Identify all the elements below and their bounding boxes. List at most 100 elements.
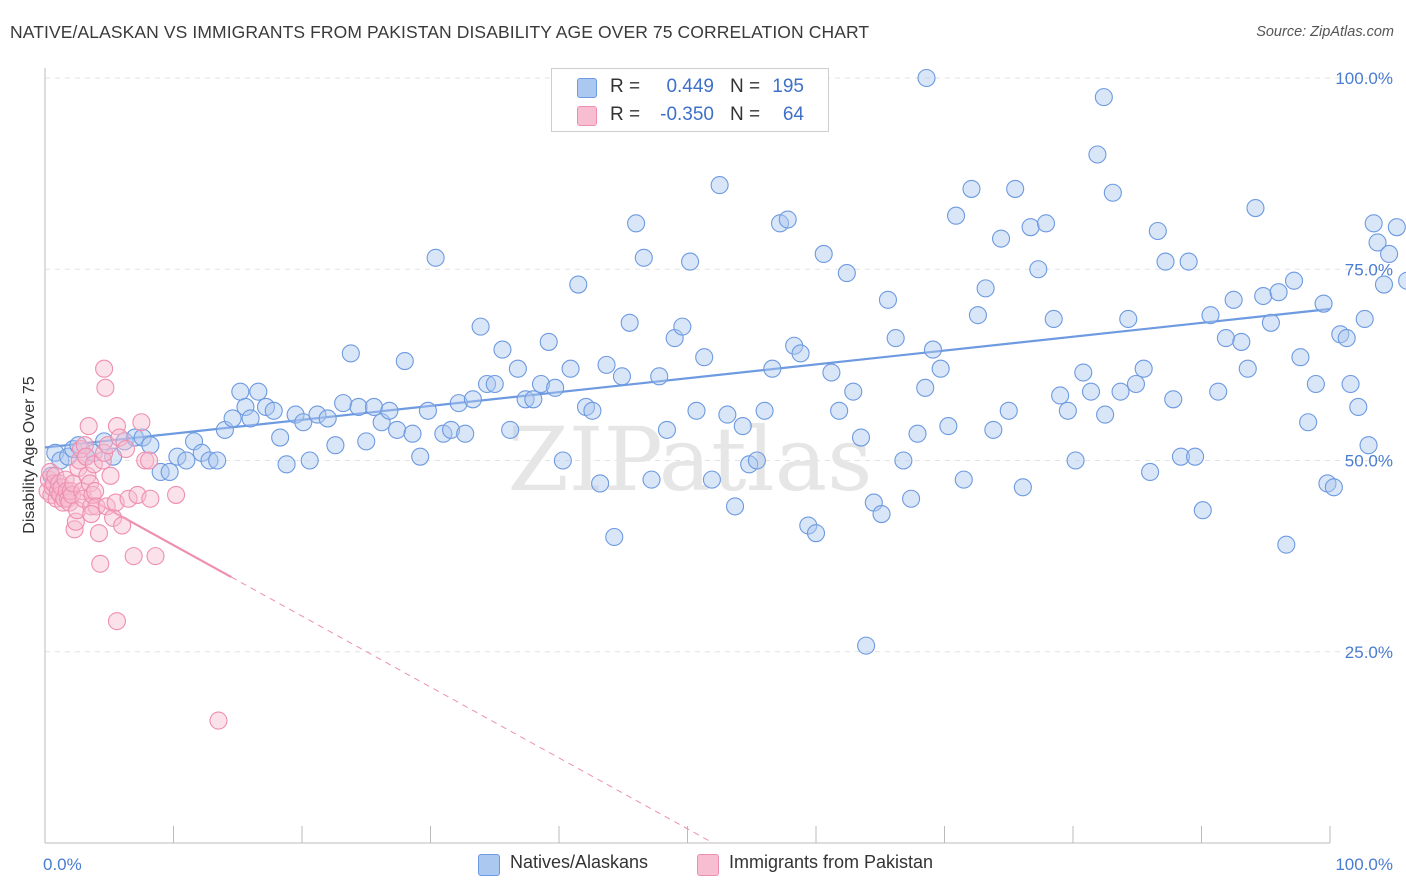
point-natives	[1081, 382, 1101, 401]
point-natives	[1156, 252, 1175, 271]
point-natives	[591, 474, 610, 493]
point-pakistan	[107, 612, 127, 631]
point-natives	[886, 329, 905, 348]
legend-r-value: -0.350	[660, 104, 714, 125]
bottom-legend-swatch-pakistan	[697, 854, 719, 876]
point-natives	[364, 397, 384, 417]
trend-line-pakistan-extension	[231, 576, 714, 844]
point-natives	[349, 397, 368, 417]
point-natives	[1337, 329, 1356, 348]
point-natives	[954, 470, 973, 489]
point-natives	[192, 443, 211, 462]
source-credit: Source: ZipAtlas.com	[1256, 24, 1394, 40]
point-natives	[449, 394, 468, 413]
point-natives	[561, 359, 580, 378]
point-natives	[1094, 88, 1113, 107]
legend-n-value: 64	[782, 104, 804, 125]
point-natives	[231, 382, 250, 401]
y-axis-label: Disability Age Over 75	[21, 376, 38, 534]
point-natives	[1246, 199, 1265, 218]
point-natives	[1164, 390, 1183, 409]
point-natives	[976, 279, 995, 298]
point-natives	[300, 451, 319, 470]
point-natives	[1380, 244, 1399, 263]
point-natives	[1398, 271, 1406, 290]
point-natives	[395, 351, 414, 371]
point-natives	[968, 306, 987, 325]
point-natives	[271, 428, 290, 447]
point-natives	[673, 317, 692, 336]
point-natives	[1029, 260, 1048, 279]
point-pakistan	[113, 516, 132, 535]
point-pakistan	[136, 451, 155, 470]
point-natives	[1148, 221, 1167, 241]
point-natives	[1269, 283, 1288, 302]
point-natives	[1186, 447, 1205, 466]
point-natives	[908, 424, 927, 443]
point-natives	[1238, 359, 1257, 378]
point-natives	[857, 636, 876, 655]
point-pakistan	[110, 428, 129, 447]
point-natives	[1066, 451, 1085, 470]
point-natives	[426, 248, 445, 267]
point-pakistan	[77, 447, 96, 466]
bottom-legend-swatch-natives	[478, 854, 500, 876]
point-natives	[1209, 382, 1228, 401]
legend-row-pakistan: R = -0.350 N = 64	[552, 101, 828, 129]
watermark: ZIPatlas	[508, 408, 873, 511]
point-natives	[168, 447, 187, 466]
point-natives	[277, 455, 296, 474]
point-natives	[286, 405, 305, 424]
point-natives	[612, 367, 632, 386]
point-natives	[553, 451, 572, 470]
point-natives	[1058, 401, 1077, 420]
point-natives	[1284, 271, 1304, 290]
point-natives	[341, 344, 360, 363]
point-natives	[1277, 535, 1296, 554]
point-natives	[1074, 363, 1093, 382]
point-pakistan	[167, 485, 186, 504]
y-tick-label: 50.0%	[1345, 452, 1393, 471]
point-natives	[456, 424, 475, 443]
point-pakistan	[91, 554, 110, 573]
point-natives	[524, 390, 543, 409]
legend-n-value: 195	[772, 76, 804, 97]
point-natives	[1374, 275, 1394, 294]
point-natives	[650, 367, 669, 386]
point-natives	[501, 420, 520, 439]
point-natives	[200, 451, 219, 470]
point-natives	[485, 374, 504, 394]
chart-title: NATIVE/ALASKAN VS IMMIGRANTS FROM PAKIST…	[10, 22, 870, 42]
y-tick-label: 100.0%	[1335, 69, 1393, 88]
point-natives	[471, 317, 490, 336]
point-pakistan	[141, 489, 160, 508]
point-natives	[597, 355, 616, 374]
point-natives	[923, 340, 942, 359]
point-pakistan	[82, 504, 101, 524]
point-natives	[539, 332, 558, 351]
point-natives	[1006, 179, 1025, 198]
point-natives	[1306, 374, 1325, 394]
point-natives	[1261, 313, 1280, 332]
point-pakistan	[140, 451, 159, 470]
point-natives	[627, 214, 646, 233]
point-natives	[241, 409, 260, 428]
point-natives	[308, 405, 327, 424]
point-natives	[531, 374, 551, 394]
point-natives	[725, 497, 745, 516]
point-natives	[931, 359, 950, 378]
bottom-legend-natives: Natives/Alaskans	[510, 852, 649, 872]
point-natives	[1341, 374, 1360, 394]
y-tick-label: 25.0%	[1345, 643, 1393, 662]
point-natives	[763, 359, 782, 378]
axes	[44, 68, 1331, 844]
point-natives	[984, 420, 1003, 439]
point-natives	[1299, 413, 1318, 432]
point-natives	[442, 420, 461, 439]
point-natives	[418, 401, 437, 420]
x-tick-label: 100.0%	[1335, 855, 1393, 874]
point-natives	[999, 401, 1018, 420]
point-natives	[1193, 501, 1212, 520]
legend-n-label: N =	[730, 76, 761, 97]
